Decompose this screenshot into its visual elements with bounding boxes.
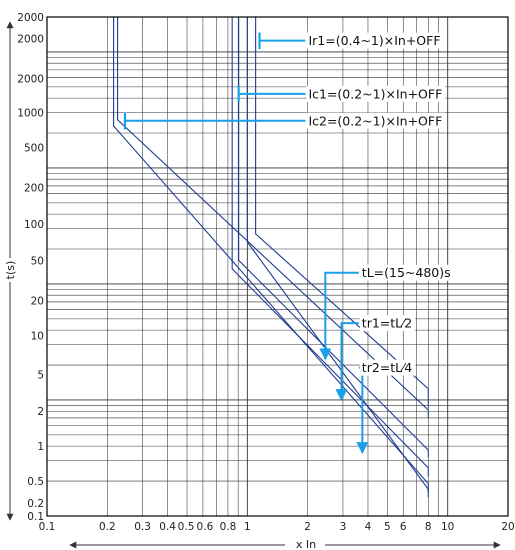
y-tick-label: 100 bbox=[24, 219, 44, 231]
trip-curve-6 bbox=[246, 17, 429, 498]
x-tick-label: 2 bbox=[304, 521, 311, 533]
x-tick-label: 20 bbox=[501, 521, 514, 533]
annotation-arrow bbox=[335, 322, 359, 402]
trip-curve-3 bbox=[238, 17, 429, 458]
plot-frame bbox=[46, 16, 509, 517]
trip-curve-4 bbox=[231, 17, 429, 477]
annotation-label: tr1=tL⁄2 bbox=[362, 316, 412, 331]
x-tick-label: 4 bbox=[365, 521, 372, 533]
x-tick-labels: 0.1 0.2 0.3 0.4 0.5 0.6 0.8 1 2 3 4 5 6 8 10 20 bbox=[39, 521, 515, 533]
x-tick-label: 0.8 bbox=[220, 521, 237, 533]
annotations: Ir1=(0.4~1)×In+OFF Ic1=(0.2~1)×In+OFF Ic2=… bbox=[123, 32, 454, 455]
annotation-arrow bbox=[319, 271, 359, 361]
x-tick-label: 5 bbox=[384, 521, 391, 533]
trip-curves bbox=[113, 17, 429, 498]
annotation-label-bg bbox=[306, 112, 446, 129]
y-tick-label: 5 bbox=[37, 370, 44, 382]
y-tick-label: 0.1 bbox=[27, 511, 44, 523]
annotation-label: Ic2=(0.2~1)×In+OFF bbox=[308, 113, 442, 128]
annotation-label-bg bbox=[306, 85, 446, 102]
y-tick-label: 0.5 bbox=[27, 476, 44, 488]
y-tick-label: 2000 bbox=[17, 12, 44, 24]
annotation-label: tr2=tL⁄4 bbox=[362, 360, 412, 375]
y-axis-label: t(s) bbox=[4, 261, 17, 280]
x-tick-label: 10 bbox=[441, 521, 454, 533]
y-tick-labels: 2000 2000 2000 1000 500 200 100 50 20 10 5 2 1 0.5 0.2… bbox=[17, 12, 44, 523]
trip-curve-2 bbox=[113, 17, 429, 493]
x-tick-label: 0.5 bbox=[178, 521, 195, 533]
axis-labels: x In t(s) bbox=[3, 21, 501, 550]
y-tick-label: 500 bbox=[24, 143, 44, 155]
x-tick-label: 6 bbox=[400, 521, 407, 533]
y-tick-label: 2000 bbox=[17, 34, 44, 46]
y-tick-label: 1000 bbox=[17, 108, 44, 120]
x-tick-label: 0.1 bbox=[39, 521, 56, 533]
x-axis-label: x In bbox=[296, 538, 316, 550]
x-axis-label-bg bbox=[285, 536, 325, 550]
annotation-label-bg bbox=[359, 315, 416, 332]
annotation-label: tL=(15~480)s bbox=[362, 265, 451, 280]
y-tick-label: 2000 bbox=[17, 74, 44, 86]
annotation-label-bg bbox=[306, 32, 444, 49]
y-tick-label: 200 bbox=[24, 182, 44, 194]
trip-curve-1 bbox=[117, 17, 429, 418]
y-tick-label: 50 bbox=[31, 255, 44, 267]
y-axis-label-bg bbox=[3, 258, 18, 282]
x-tick-label: 0.3 bbox=[134, 521, 151, 533]
x-tick-label: 0.4 bbox=[159, 521, 176, 533]
y-tick-label: 2 bbox=[37, 406, 44, 418]
y-tick-label: 20 bbox=[31, 296, 44, 308]
x-tick-label: 1 bbox=[244, 521, 251, 533]
x-tick-label: 0.6 bbox=[197, 521, 214, 533]
annotation-label-bg bbox=[359, 359, 416, 376]
x-tick-label: 0.2 bbox=[99, 521, 116, 533]
annotation-label: Ir1=(0.4~1)×In+OFF bbox=[308, 33, 440, 48]
y-tick-label: 1 bbox=[37, 441, 44, 453]
x-tick-label: 3 bbox=[340, 521, 347, 533]
annotation-label-bg bbox=[359, 264, 454, 281]
annotation-label: Ic1=(0.2~1)×In+OFF bbox=[308, 86, 442, 101]
y-tick-label: 10 bbox=[31, 330, 44, 342]
x-tick-label: 8 bbox=[425, 521, 432, 533]
trip-curve-5 bbox=[255, 17, 429, 408]
y-tick-label: 0.2 bbox=[27, 498, 44, 510]
